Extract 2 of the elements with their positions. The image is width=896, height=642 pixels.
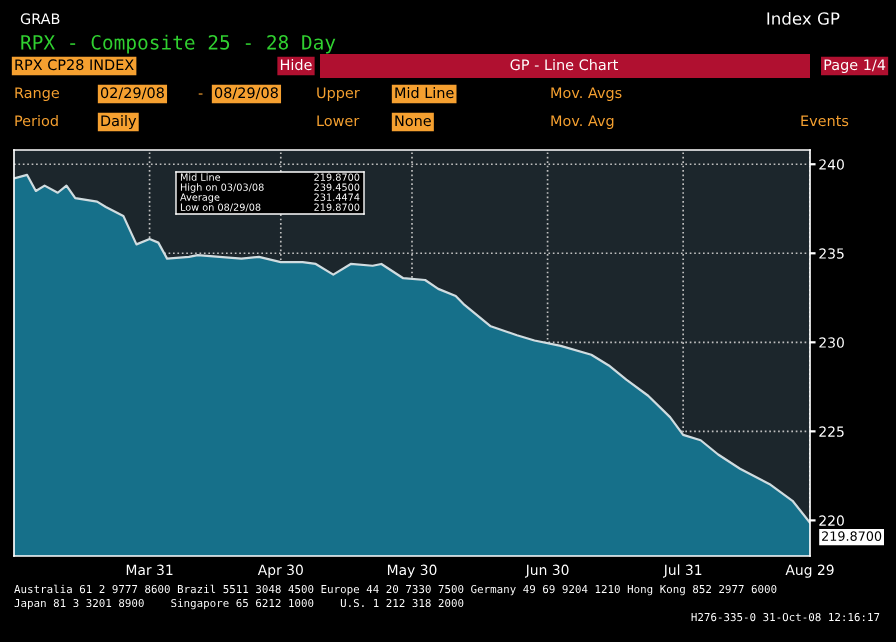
chart-title: RPX - Composite 25 - 28 Day [21, 34, 336, 54]
text: Index GP [767, 11, 840, 25]
